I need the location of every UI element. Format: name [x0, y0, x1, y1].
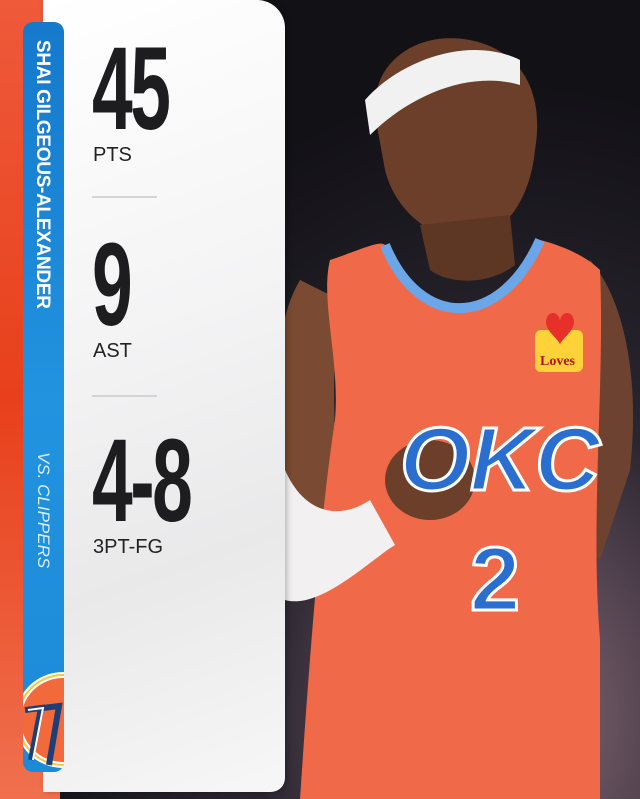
- player-name: SHAI GILGEOUS-ALEXANDER: [32, 40, 53, 309]
- stat-value-3pt: 4-8: [92, 415, 193, 547]
- sponsor-patch-text: Loves: [540, 354, 576, 369]
- jersey-number-text: 2: [470, 530, 520, 630]
- jersey-team-text: OKC: [400, 410, 602, 510]
- divider: [92, 196, 157, 198]
- stat-value-points: 45: [92, 23, 171, 155]
- opponent-label: VS. CLIPPERS: [34, 452, 53, 569]
- jersey: [300, 240, 602, 799]
- stat-label-points: PTS: [93, 144, 132, 166]
- team-logo-icon: [23, 672, 64, 768]
- stat-label-3pt: 3PT-FG: [93, 536, 164, 558]
- divider: [92, 395, 157, 397]
- stat-label-assists: AST: [93, 340, 132, 362]
- player-name-bar: SHAI GILGEOUS-ALEXANDER VS. CLIPPERS: [23, 22, 64, 772]
- stat-value-assists: 9: [92, 219, 133, 351]
- stats-card: [43, 0, 285, 792]
